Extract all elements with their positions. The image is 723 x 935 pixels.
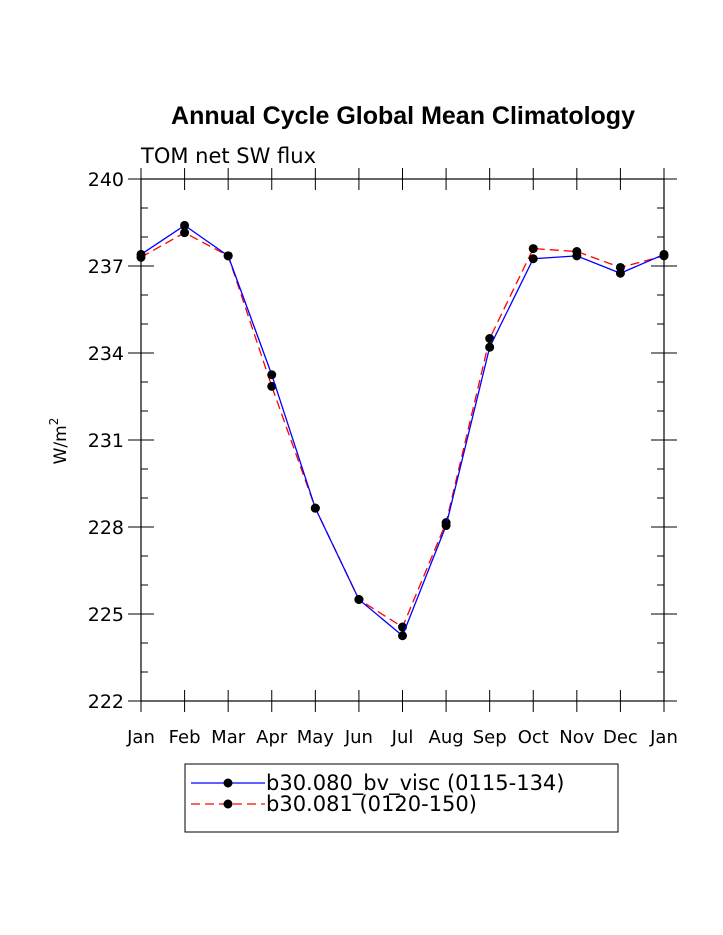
data-point-series-2 bbox=[528, 244, 538, 254]
x-tick-label: Jan bbox=[126, 727, 155, 748]
x-tick-label: Jul bbox=[391, 727, 414, 748]
x-ticks: Jan Feb Mar Apr May Jun Jul Aug Sep Oct Nov Dec Jan bbox=[126, 168, 678, 748]
y-tick-label: 222 bbox=[88, 691, 124, 713]
chart-subtitle: TOM net SW flux bbox=[140, 144, 316, 168]
x-tick-label: Apr bbox=[256, 727, 288, 748]
data-point-series-2 bbox=[267, 381, 277, 391]
series-line-2 bbox=[140, 231, 665, 629]
data-point-series-2 bbox=[180, 228, 190, 238]
x-tick-label: Jun bbox=[344, 727, 373, 748]
legend-marker-series-2 bbox=[223, 799, 233, 809]
data-point-series-1 bbox=[136, 249, 146, 259]
y-axis-label-superscript: 2 bbox=[47, 418, 61, 426]
data-point-series-1 bbox=[572, 251, 582, 261]
data-point-series-1 bbox=[615, 268, 625, 278]
y-tick-label: 225 bbox=[88, 604, 124, 626]
y-tick-label: 237 bbox=[88, 256, 124, 278]
x-tick-label: Aug bbox=[429, 727, 464, 748]
data-point-series-2 bbox=[485, 334, 495, 343]
series-group bbox=[136, 220, 669, 641]
y-tick-label: 240 bbox=[88, 169, 124, 191]
x-tick-label: May bbox=[297, 727, 335, 748]
legend-marker-series-1 bbox=[223, 778, 233, 788]
data-point-series-1 bbox=[354, 595, 364, 604]
y-tick-label: 231 bbox=[88, 430, 124, 452]
data-point-series-1 bbox=[267, 370, 277, 380]
y-tick-label: 234 bbox=[88, 343, 124, 365]
data-point-series-1 bbox=[528, 254, 538, 264]
data-point-series-1 bbox=[659, 249, 669, 259]
legend-label-series-2: b30.081 (0120-150) bbox=[266, 792, 477, 816]
x-tick-label: Oct bbox=[518, 727, 549, 748]
x-tick-label: Nov bbox=[559, 727, 594, 748]
legend: b30.080_bv_visc (0115-134)b30.081 (0120-… bbox=[191, 771, 564, 816]
data-point-series-1 bbox=[180, 220, 190, 230]
y-ticks: 222 225 228 231 234 237 240 bbox=[88, 169, 677, 713]
data-point-series-1 bbox=[310, 503, 320, 513]
series-line-1 bbox=[140, 224, 665, 637]
data-point-series-1 bbox=[398, 631, 407, 641]
legend-label-series-1: b30.080_bv_visc (0115-134) bbox=[266, 771, 564, 796]
x-tick-label: Dec bbox=[603, 727, 638, 748]
x-tick-label: Sep bbox=[473, 727, 507, 748]
chart-title: Annual Cycle Global Mean Climatology bbox=[171, 102, 635, 130]
y-axis-label: W/m2 bbox=[47, 418, 71, 465]
data-point-series-1 bbox=[485, 342, 495, 352]
data-point-series-1 bbox=[441, 521, 451, 531]
x-tick-label: Mar bbox=[211, 727, 246, 748]
data-point-series-1 bbox=[223, 251, 233, 261]
y-axis-label-base: W/m bbox=[51, 425, 71, 464]
legend-box bbox=[184, 763, 619, 833]
y-tick-label: 228 bbox=[88, 517, 124, 539]
x-tick-label: Jan bbox=[649, 727, 678, 748]
x-tick-label: Feb bbox=[169, 727, 201, 748]
